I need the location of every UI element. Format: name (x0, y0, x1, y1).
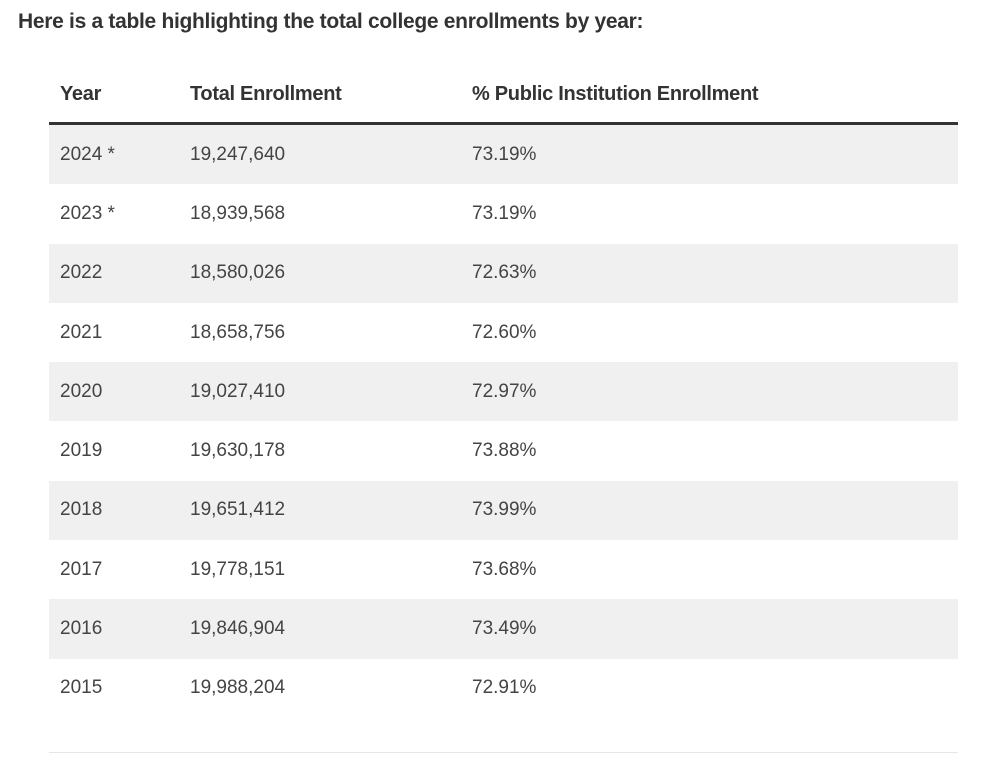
table-row: 2016 19,846,904 73.49% (49, 599, 958, 659)
cell-total-enrollment: 19,027,410 (179, 362, 461, 422)
table-header: Year Total Enrollment % Public Instituti… (49, 66, 958, 125)
cell-year: 2024 * (49, 123, 179, 185)
table-row: 2018 19,651,412 73.99% (49, 480, 958, 541)
table-row: 2023 * 18,939,568 73.19% (49, 184, 958, 243)
table-row: 2021 18,658,756 72.60% (49, 303, 958, 362)
cell-year: 2018 (49, 480, 179, 541)
cell-total-enrollment: 18,580,026 (179, 243, 461, 303)
enrollment-table-container: Year Total Enrollment % Public Instituti… (49, 66, 958, 718)
header-row: Year Total Enrollment % Public Instituti… (49, 66, 958, 125)
cell-public-pct: 73.99% (461, 480, 958, 541)
cell-total-enrollment: 19,247,640 (179, 123, 461, 185)
cell-total-enrollment: 18,939,568 (190, 202, 286, 224)
cell-year: 2022 (49, 243, 179, 303)
table-row: 2019 19,630,178 73.88% (49, 421, 958, 480)
cell-year: 2021 (60, 321, 103, 343)
intro-text: Here is a table highlighting the total c… (18, 10, 644, 33)
cell-public-pct: 73.19% (461, 123, 958, 185)
cell-year: 2016 (49, 599, 179, 659)
table-row: 2015 19,988,204 72.91% (49, 659, 958, 718)
enrollment-table: Year Total Enrollment % Public Instituti… (49, 66, 958, 718)
cell-public-pct: 73.49% (461, 599, 958, 659)
cell-public-pct: 72.63% (461, 243, 958, 303)
cell-year: 2020 (49, 362, 179, 422)
cell-total-enrollment: 19,988,204 (190, 677, 286, 699)
cell-total-enrollment: 18,658,756 (190, 321, 286, 343)
cell-public-pct: 72.91% (472, 677, 537, 699)
cell-public-pct: 72.97% (461, 362, 958, 422)
table-row: 2017 19,778,151 73.68% (49, 540, 958, 599)
column-header-public-pct: % Public Institution Enrollment (461, 66, 958, 125)
cell-year: 2019 (60, 440, 103, 462)
column-header-total-enrollment: Total Enrollment (179, 66, 461, 125)
cell-year: 2015 (60, 677, 103, 699)
table-body: 2024 * 19,247,640 73.19% 2023 * 18,939,5… (49, 123, 958, 718)
cell-total-enrollment: 19,630,178 (190, 440, 286, 462)
cell-total-enrollment: 19,846,904 (179, 599, 461, 659)
cell-year: 2017 (60, 558, 103, 580)
cell-year: 2023 * (60, 202, 115, 224)
cell-public-pct: 73.88% (472, 440, 537, 462)
table-row: 2024 * 19,247,640 73.19% (49, 123, 958, 185)
bottom-divider (49, 752, 958, 753)
cell-public-pct: 72.60% (472, 321, 537, 343)
cell-total-enrollment: 19,778,151 (190, 558, 286, 580)
table-row: 2022 18,580,026 72.63% (49, 243, 958, 303)
cell-public-pct: 73.68% (472, 558, 537, 580)
table-row: 2020 19,027,410 72.97% (49, 362, 958, 422)
cell-total-enrollment: 19,651,412 (179, 480, 461, 541)
column-header-year: Year (49, 66, 179, 125)
cell-public-pct: 73.19% (472, 202, 537, 224)
